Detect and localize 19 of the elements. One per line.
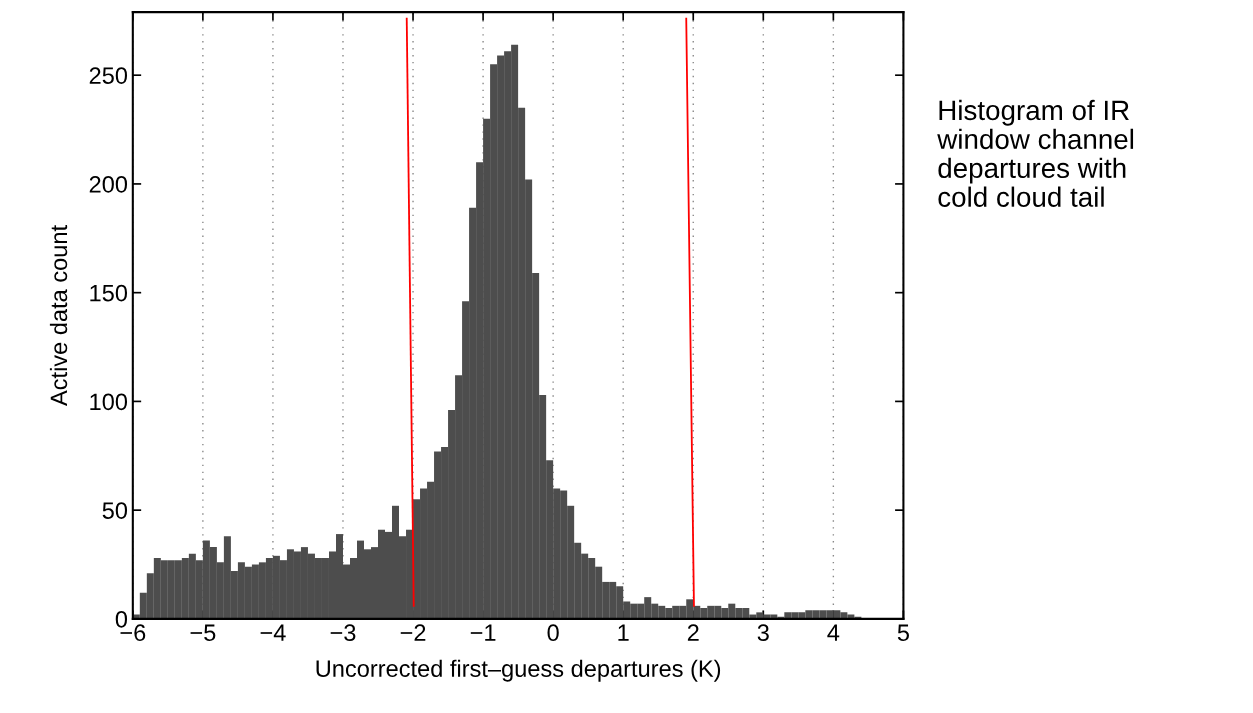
x-tick-label: 0 [547,624,559,642]
text: Histogram of IR window channel departures with cold cloud tail [937,99,1134,207]
x-tick-label: 4 [827,624,840,641]
x-tick-label: 3 [757,624,769,642]
y-tick-label: 50 [102,502,128,519]
y-tick-label: 200 [89,176,128,193]
x-tick-label: −5 [190,624,216,642]
y-tick-label: 250 [89,67,128,84]
x-tick-label: −4 [260,624,286,641]
x-tick-label: 1 [618,624,629,641]
x-tick-label: −1 [470,624,496,641]
x-axis-title: Uncorrected first–guess departures (K) [316,659,721,682]
y-tick-label: 100 [90,393,128,411]
x-tick-label: −2 [400,624,426,641]
y-axis-title: Active data count [49,225,68,407]
x-tick-label: 2 [687,624,699,641]
x-tick-label: −3 [330,624,356,642]
x-tick-label: 5 [897,624,909,642]
y-tick-label: 150 [90,284,128,302]
